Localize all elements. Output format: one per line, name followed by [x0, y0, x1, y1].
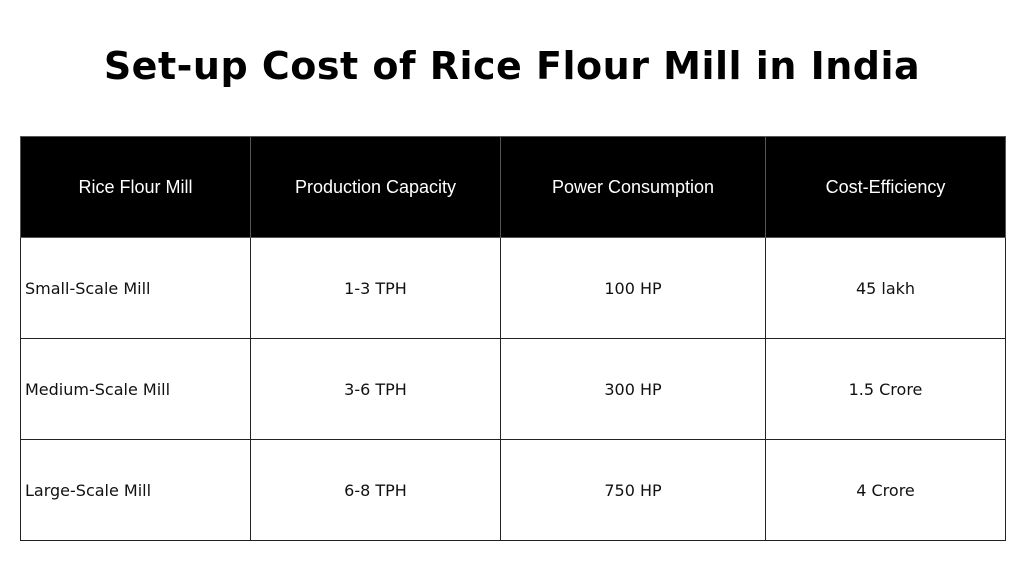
title: Set-up Cost of Rice Flour Mill in India — [103, 44, 921, 88]
table-cell: 6-8 TPH — [250, 439, 501, 541]
table-cell: 3-6 TPH — [250, 338, 501, 440]
table-cell: 1.5 Crore — [765, 338, 1006, 440]
table-cell: Small-Scale Mill — [20, 237, 251, 339]
column-header: Power Consumption — [500, 136, 766, 238]
column-header: Rice Flour Mill — [20, 136, 251, 238]
table-cell: Large-Scale Mill — [20, 439, 251, 541]
table-cell: Medium-Scale Mill — [20, 338, 251, 440]
table-row: Large-Scale Mill 6-8 TPH 750 HP 4 Crore — [20, 439, 1006, 541]
table-cell: 1-3 TPH — [250, 237, 501, 339]
table-row: Medium-Scale Mill 3-6 TPH 300 HP 1.5 Crore — [20, 338, 1006, 440]
table-cell: 45 lakh — [765, 237, 1006, 339]
header-row: Rice Flour Mill Production Capacity Power … — [20, 136, 1006, 238]
table-row: Small-Scale Mill 1-3 TPH 100 HP 45 lakh — [20, 237, 1006, 339]
table-cell: 4 Crore — [765, 439, 1006, 541]
table-cell: 100 HP — [500, 237, 766, 339]
column-header: Production Capacity — [250, 136, 501, 238]
table-cell: 300 HP — [500, 338, 766, 440]
table-cell: 750 HP — [500, 439, 766, 541]
cost-table: Rice Flour Mill Production Capacity Power … — [20, 136, 1006, 541]
column-header: Cost-Efficiency — [765, 136, 1006, 238]
table-body: Small-Scale Mill 1-3 TPH 100 HP 45 lakh Medi… — [20, 237, 1006, 541]
